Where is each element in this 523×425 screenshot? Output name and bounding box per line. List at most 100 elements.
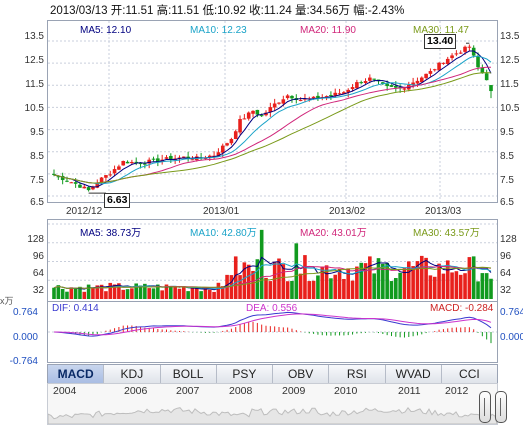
candle-body — [476, 56, 480, 68]
price-ytick-left: 10.5 — [24, 103, 44, 114]
volume-bar — [156, 284, 160, 299]
low-label: 低: — [202, 5, 218, 17]
change-value: -2.43% — [367, 5, 405, 17]
candle-body — [363, 81, 368, 84]
candle-body — [216, 152, 221, 156]
candle-body — [458, 52, 463, 54]
volume-bar — [255, 259, 260, 299]
volume-panel[interactable] — [47, 219, 498, 302]
volume-bar — [480, 273, 485, 299]
low-value: 10.92 — [217, 5, 246, 17]
candle-body — [52, 173, 56, 176]
candle-body — [467, 46, 472, 48]
volume-bar — [376, 258, 381, 299]
macd-ytick-left: 0.764 — [12, 307, 38, 318]
candle-body — [233, 131, 238, 139]
volume-bar — [73, 287, 78, 299]
volume-bar — [130, 288, 134, 299]
volume-bar — [147, 288, 151, 299]
candle-body — [156, 158, 160, 162]
navigator-left-handle[interactable] — [479, 391, 491, 423]
volume-ma5-legend: MA5: 38.73万 — [80, 228, 142, 239]
tab-wvad[interactable]: WVAD — [386, 365, 442, 383]
candle-body — [82, 186, 87, 189]
macd-ytick-left: 0.000 — [12, 332, 38, 343]
navigator-right-handle[interactable] — [495, 391, 507, 423]
dea-line — [54, 313, 492, 336]
volume-ytick-right: 96 — [500, 251, 512, 262]
tab-kdj[interactable]: KDJ — [104, 365, 161, 383]
candle-body — [368, 77, 372, 81]
volume-bar — [441, 273, 446, 299]
volume-bar — [207, 289, 212, 299]
volume-bar — [173, 286, 177, 299]
candle-body — [432, 69, 437, 71]
volume-bar — [277, 258, 281, 299]
volume-ytick-right: 128 — [500, 234, 517, 245]
candle-body — [255, 109, 260, 115]
macd-legend: MACD: -0.284 — [430, 303, 494, 314]
candle-body — [169, 155, 173, 160]
volume-bar — [160, 290, 164, 299]
volume-bar — [368, 256, 372, 299]
candle-body — [182, 156, 186, 158]
candle-body — [86, 187, 91, 191]
price-ma20-legend: MA20: 11.90 — [300, 25, 356, 36]
candle-body — [424, 73, 428, 79]
volume-bar — [216, 282, 221, 299]
macd-panel[interactable] — [47, 301, 498, 363]
timeline-navigator[interactable]: 2004 2006 2007 2008 2009 2010 2011 2012 — [47, 383, 498, 425]
price-ytick-right: 10.5 — [500, 103, 520, 114]
volume-bar — [406, 261, 411, 299]
price-ytick-left: 9.5 — [30, 127, 44, 138]
volume-bar — [381, 263, 385, 299]
volume-bar — [194, 288, 199, 299]
candle-body — [419, 77, 424, 83]
candle-body — [450, 55, 454, 59]
candle-body — [346, 89, 351, 93]
candle-body — [480, 68, 485, 74]
price-panel[interactable] — [47, 20, 498, 203]
navigator-year: 2009 — [282, 385, 306, 397]
price-chart — [48, 21, 497, 202]
candle-body — [355, 82, 359, 89]
candle-body — [372, 78, 376, 80]
candle-body — [190, 159, 195, 161]
candle-body — [277, 102, 281, 104]
price-ytick-left: 6.5 — [30, 197, 44, 208]
price-ma5-legend: MA5: 12.10 — [80, 25, 132, 36]
candle-body — [130, 161, 134, 164]
volume-bar — [389, 281, 394, 299]
volume-bar — [82, 291, 87, 299]
volume-bar — [350, 280, 355, 299]
volume-bar — [220, 286, 225, 299]
candle-body — [437, 62, 441, 71]
navigator-year: 2006 — [124, 385, 148, 397]
tab-psy[interactable]: PSY — [217, 365, 273, 383]
candle-body — [268, 107, 273, 113]
close-value: 11.24 — [263, 5, 292, 17]
volume-ytick-right: 64 — [500, 268, 512, 279]
navigator-year: 2011 — [398, 385, 421, 397]
volume-bar — [385, 262, 389, 299]
tab-obv[interactable]: OBV — [273, 365, 330, 383]
price-ma30-legend: MA30: 11.47 — [413, 25, 469, 36]
candle-body — [117, 166, 121, 170]
volume-bar — [411, 266, 415, 299]
volume-bar — [143, 283, 147, 299]
tab-rsi[interactable]: RSI — [329, 365, 386, 383]
volume-bar — [458, 274, 463, 299]
candle-body — [316, 95, 320, 99]
volume-bar — [484, 273, 489, 299]
volume-bar — [229, 275, 234, 299]
tab-boll[interactable]: BOLL — [161, 365, 217, 383]
tab-cci[interactable]: CCI — [459, 367, 480, 381]
price-ytick-left: 12.5 — [24, 55, 44, 66]
volume-label: 量: — [294, 5, 310, 17]
volume-bar — [294, 243, 299, 299]
volume-bar — [445, 260, 450, 299]
dea-legend: DEA: 0.556 — [246, 303, 298, 314]
tab-macd[interactable]: MACD — [48, 365, 105, 383]
navigator-area — [48, 406, 497, 424]
volume-bar — [121, 289, 126, 299]
